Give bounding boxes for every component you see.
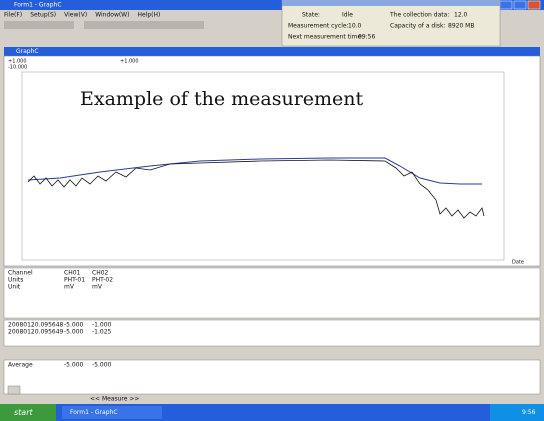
clock: 9:56 — [522, 409, 536, 416]
table-cell: -1.025 — [92, 329, 112, 336]
table-cell: CH01 — [64, 270, 81, 277]
task-label: Form1 - GraphC — [70, 409, 118, 416]
log-panel — [4, 320, 540, 346]
table-cell: Units — [8, 277, 23, 284]
status-label: Next measurement time: — [288, 34, 363, 41]
table-cell: -1.000 — [92, 322, 112, 329]
table-cell: Channel — [8, 270, 33, 277]
table-cell: PHT-02 — [92, 277, 113, 284]
table-cell: mV — [92, 284, 103, 291]
tray — [490, 404, 544, 421]
menu-item[interactable]: Window(W) — [95, 12, 129, 19]
table-cell: Average — [8, 362, 33, 369]
axis-label: -10.000 — [8, 65, 27, 71]
table-cell: -5.000 — [64, 329, 84, 336]
table-cell: -5.000 — [64, 362, 84, 369]
status-label: State: — [302, 12, 320, 19]
status-value: 12.0 — [454, 12, 468, 19]
table-cell: 20080120.095648 — [8, 322, 64, 329]
channel-panel — [4, 268, 540, 318]
annotation: Example of the measurement — [80, 88, 364, 110]
table-cell: CH02 — [92, 270, 109, 277]
table-cell: -5.000 — [64, 322, 84, 329]
status-value: 8920 MB — [448, 23, 474, 30]
table-cell: -5.000 — [92, 362, 112, 369]
axis-label: +1.000 — [120, 59, 139, 65]
footer-label: << Measure >> — [90, 396, 139, 403]
table-cell: 20080120.095649 — [8, 329, 64, 336]
toolbar — [4, 21, 204, 29]
menu-item[interactable]: File(F) — [4, 12, 22, 19]
table-cell: Unit — [8, 284, 21, 291]
scroll-button[interactable] — [8, 386, 20, 394]
child-title-bar — [4, 47, 540, 56]
menu-item[interactable]: View(V) — [64, 12, 87, 19]
status-panel-header — [282, 0, 500, 6]
window-title: Form1 - GraphC — [14, 2, 62, 9]
toolbar-buttons[interactable] — [4, 21, 74, 29]
table-cell: PHT-01 — [64, 277, 85, 284]
minimize-button[interactable] — [500, 1, 512, 9]
close-button[interactable] — [528, 1, 540, 9]
axis-label: Date — [512, 260, 524, 266]
toolbar-buttons[interactable] — [84, 21, 204, 29]
menu-item[interactable]: Setup(S) — [30, 12, 56, 19]
start-label: start — [14, 408, 33, 417]
menu-item[interactable]: Help(H) — [137, 12, 160, 19]
status-label: Measurement cycle: — [288, 23, 349, 30]
screen: Form1 - GraphC State: Idle Measurement c… — [0, 0, 544, 421]
average-panel — [4, 360, 540, 394]
status-label: Capacity of a disk: — [390, 23, 446, 30]
status-value: Idle — [342, 12, 353, 19]
status-value: 10.0 — [348, 23, 362, 30]
maximize-button[interactable] — [514, 1, 526, 9]
child-title: GraphC — [16, 48, 39, 55]
status-label: The collection data: — [389, 12, 449, 19]
status-value: 09:56 — [358, 34, 375, 41]
table-cell: mV — [64, 284, 75, 291]
